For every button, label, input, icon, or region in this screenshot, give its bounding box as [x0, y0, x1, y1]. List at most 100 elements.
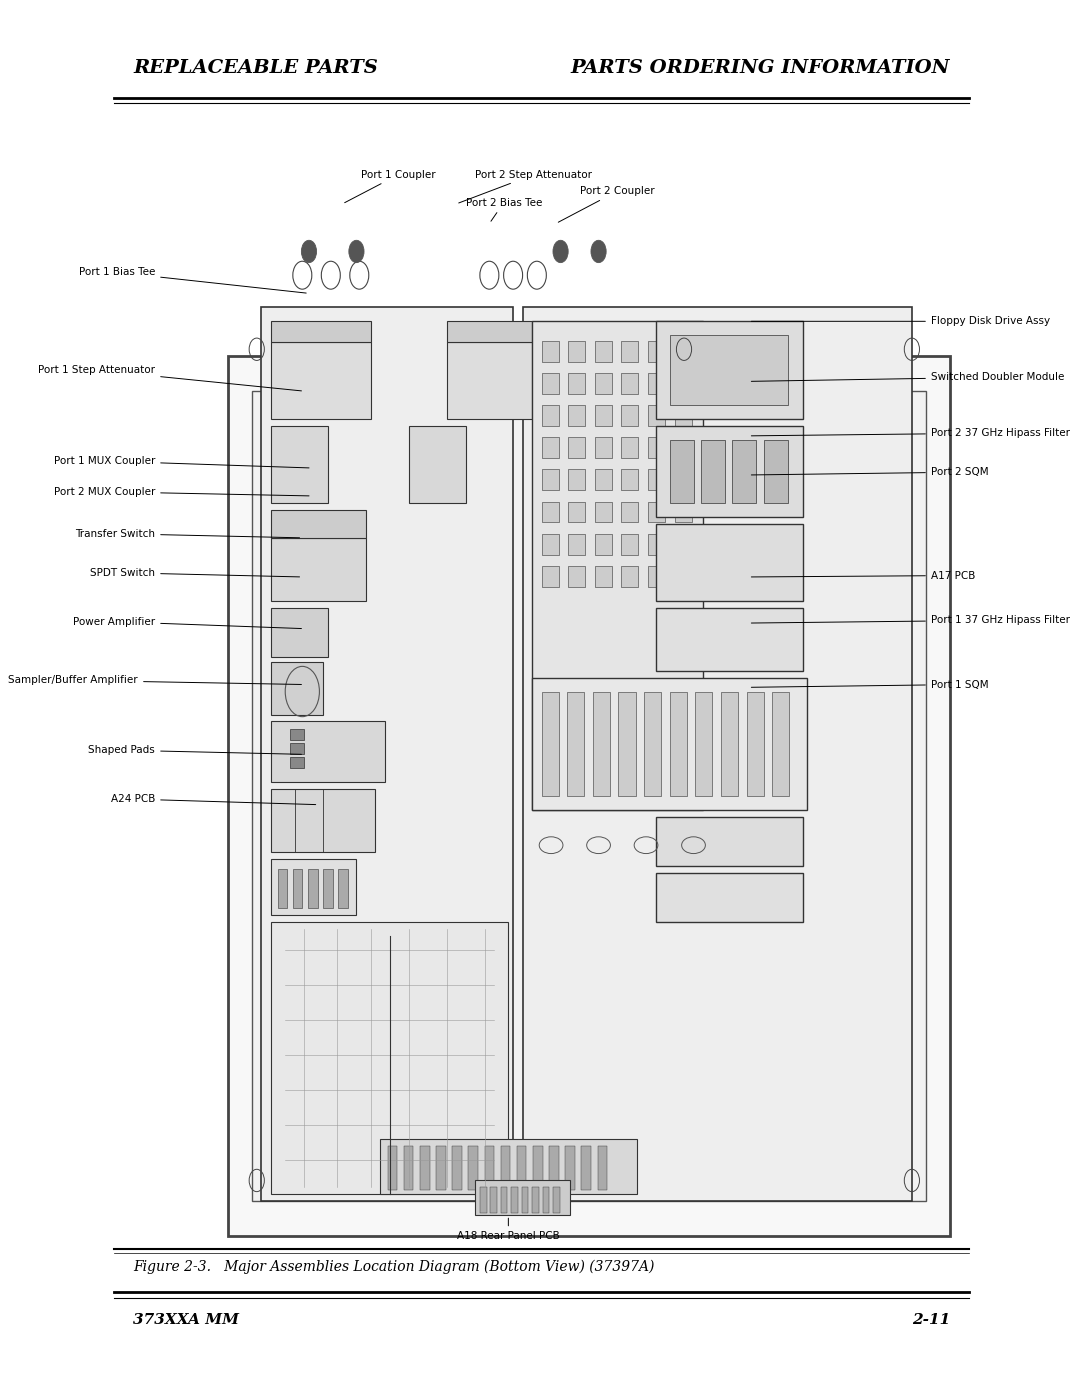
- Bar: [675, 469, 691, 490]
- Bar: [534, 1146, 542, 1190]
- Bar: [252, 391, 927, 1201]
- Bar: [541, 405, 558, 426]
- Bar: [271, 721, 384, 782]
- Circle shape: [349, 240, 364, 263]
- Bar: [532, 1187, 539, 1213]
- Bar: [532, 678, 808, 810]
- Bar: [621, 373, 638, 394]
- Bar: [271, 342, 370, 419]
- Bar: [271, 859, 356, 915]
- Text: Port 2 Coupler: Port 2 Coupler: [558, 186, 654, 222]
- Bar: [517, 1146, 526, 1190]
- Bar: [541, 373, 558, 394]
- Bar: [271, 538, 366, 601]
- Bar: [656, 524, 802, 601]
- Bar: [621, 437, 638, 458]
- Bar: [675, 502, 691, 522]
- Bar: [501, 1187, 508, 1213]
- Circle shape: [591, 240, 606, 263]
- Bar: [501, 1146, 510, 1190]
- Bar: [732, 440, 756, 503]
- Text: Figure 2-3.   Major Assemblies Location Diagram (Bottom View) (37397A): Figure 2-3. Major Assemblies Location Di…: [133, 1260, 654, 1274]
- Bar: [721, 692, 738, 796]
- Bar: [541, 437, 558, 458]
- Bar: [675, 341, 691, 362]
- Bar: [271, 510, 366, 538]
- Bar: [568, 373, 585, 394]
- Bar: [323, 869, 333, 908]
- Bar: [568, 437, 585, 458]
- Bar: [621, 469, 638, 490]
- Bar: [648, 437, 665, 458]
- Bar: [289, 743, 305, 754]
- Bar: [595, 534, 612, 555]
- Bar: [271, 789, 376, 852]
- Bar: [447, 342, 532, 419]
- Bar: [595, 405, 612, 426]
- Bar: [675, 373, 691, 394]
- Bar: [597, 1146, 607, 1190]
- Bar: [453, 1146, 462, 1190]
- Bar: [271, 922, 509, 1194]
- Text: PARTS ORDERING INFORMATION: PARTS ORDERING INFORMATION: [570, 59, 950, 77]
- Text: 373XXA MM: 373XXA MM: [133, 1313, 240, 1327]
- Bar: [271, 321, 370, 342]
- Bar: [565, 1146, 575, 1190]
- Bar: [670, 335, 788, 405]
- Bar: [621, 502, 638, 522]
- Text: Power Amplifier: Power Amplifier: [73, 616, 301, 629]
- Text: A18 Rear Panel PCB: A18 Rear Panel PCB: [457, 1218, 559, 1242]
- Bar: [595, 437, 612, 458]
- Bar: [408, 426, 465, 503]
- Bar: [261, 307, 513, 1201]
- Text: Port 2 SQM: Port 2 SQM: [752, 467, 988, 478]
- Bar: [485, 1146, 495, 1190]
- Bar: [621, 566, 638, 587]
- Text: Port 1 Bias Tee: Port 1 Bias Tee: [79, 267, 307, 293]
- Bar: [480, 1187, 486, 1213]
- Bar: [271, 608, 328, 657]
- Bar: [567, 692, 584, 796]
- Bar: [568, 502, 585, 522]
- Bar: [595, 341, 612, 362]
- Text: Port 2 MUX Coupler: Port 2 MUX Coupler: [54, 486, 309, 497]
- Bar: [621, 405, 638, 426]
- Text: Port 1 Coupler: Port 1 Coupler: [345, 169, 436, 203]
- Bar: [542, 1187, 550, 1213]
- Bar: [675, 534, 691, 555]
- Bar: [675, 405, 691, 426]
- Bar: [675, 566, 691, 587]
- Bar: [550, 1146, 558, 1190]
- Text: Floppy Disk Drive Assy: Floppy Disk Drive Assy: [752, 316, 1050, 327]
- Bar: [764, 440, 787, 503]
- Bar: [308, 869, 318, 908]
- Bar: [475, 1180, 570, 1215]
- Bar: [469, 1146, 478, 1190]
- Text: Sampler/Buffer Amplifier: Sampler/Buffer Amplifier: [9, 675, 301, 686]
- Bar: [648, 405, 665, 426]
- Circle shape: [301, 240, 316, 263]
- Text: Port 1 37 GHz Hipass Filter: Port 1 37 GHz Hipass Filter: [752, 615, 1070, 626]
- Bar: [568, 405, 585, 426]
- Bar: [656, 608, 802, 671]
- Bar: [388, 1146, 397, 1190]
- Bar: [648, 502, 665, 522]
- Bar: [338, 869, 348, 908]
- Bar: [553, 1187, 559, 1213]
- Bar: [271, 662, 323, 715]
- Bar: [656, 426, 802, 517]
- Bar: [595, 469, 612, 490]
- Bar: [568, 534, 585, 555]
- Text: A24 PCB: A24 PCB: [111, 793, 315, 805]
- Bar: [568, 566, 585, 587]
- Bar: [404, 1146, 414, 1190]
- Bar: [648, 373, 665, 394]
- Bar: [541, 692, 558, 796]
- Bar: [675, 437, 691, 458]
- Bar: [595, 502, 612, 522]
- Text: Port 1 Step Attenuator: Port 1 Step Attenuator: [38, 365, 301, 391]
- Bar: [271, 426, 328, 503]
- Bar: [522, 1187, 528, 1213]
- Bar: [656, 817, 802, 866]
- Bar: [420, 1146, 430, 1190]
